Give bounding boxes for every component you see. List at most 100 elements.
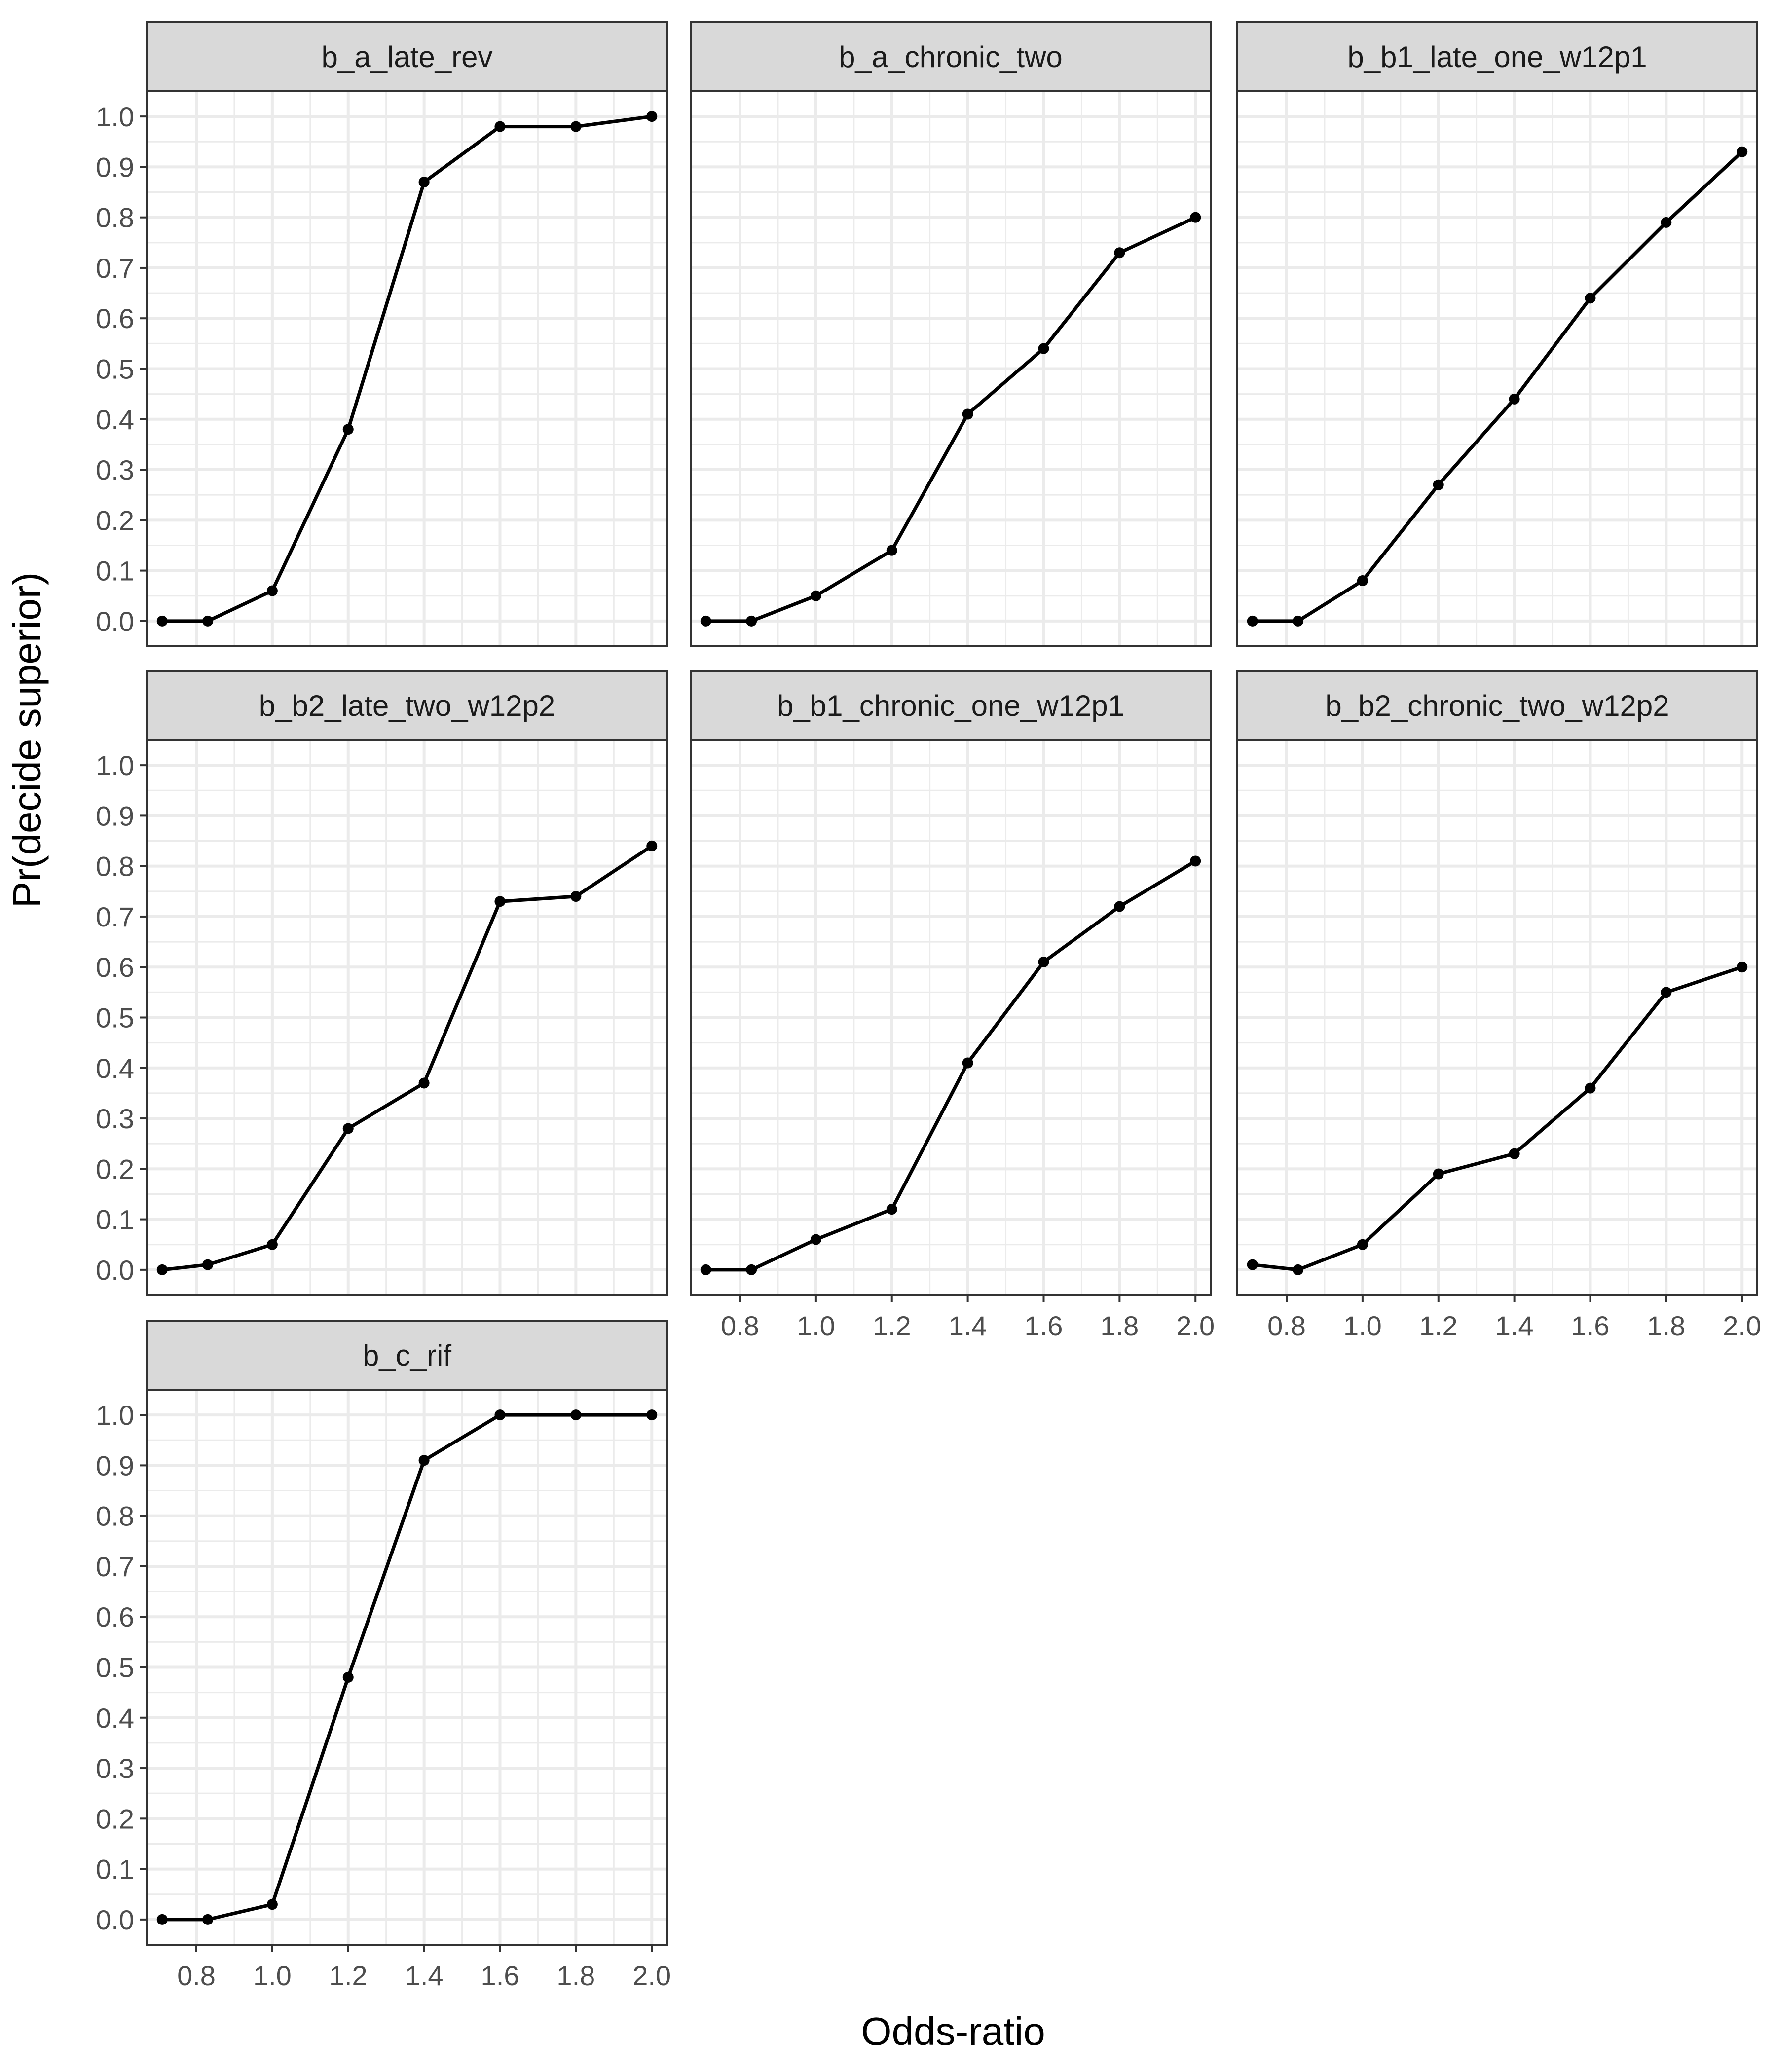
x-tick-label: 1.6 xyxy=(481,1960,519,1991)
data-point xyxy=(342,424,354,435)
facet-panel-b-b2-chronic-two-w12p2: b_b2_chronic_two_w12p2 0.8 1.0 1.2 1.4 1.6 1.8… xyxy=(1236,670,1761,1341)
data-point xyxy=(1114,247,1125,259)
data-point xyxy=(1737,146,1748,157)
facet-panel-b-a-chronic-two: b_a_chronic_two xyxy=(690,21,1212,647)
data-point xyxy=(962,1057,973,1069)
y-tick-label: 0.6 xyxy=(96,1601,134,1632)
data-point xyxy=(1433,479,1444,490)
y-tick-label: 0.4 xyxy=(96,1053,134,1084)
y-tick-label: 0.3 xyxy=(96,1103,134,1134)
data-point xyxy=(1509,1148,1520,1159)
y-tick-label: 0.0 xyxy=(96,606,134,637)
facet-strip xyxy=(690,21,1212,92)
facet-title: b_a_late_rev xyxy=(322,40,493,74)
data-point xyxy=(1737,962,1748,973)
x-tick-label: 1.6 xyxy=(1025,1310,1063,1341)
data-point xyxy=(494,1409,506,1421)
facet-panel-b-b1-chronic-one-w12p1: b_b1_chronic_one_w12p1 0.8 1.0 1.2 1.4 1.6 1.8… xyxy=(690,670,1215,1341)
y-tick-label: 0.2 xyxy=(96,1803,134,1834)
series-line xyxy=(160,114,654,623)
x-tick-label: 1.0 xyxy=(253,1960,292,1991)
facet-strip xyxy=(1236,670,1758,741)
y-tick-label: 0.9 xyxy=(96,800,134,831)
facet-strip xyxy=(146,1320,668,1391)
data-point xyxy=(1585,293,1596,304)
x-tick-label: 1.6 xyxy=(1571,1310,1610,1341)
data-point xyxy=(266,1899,278,1910)
facet-panel-b-b1-late-one-w12p1: b_b1_late_one_w12p1 xyxy=(1236,21,1758,647)
data-point xyxy=(962,408,973,420)
facet-panel-b-b2-late-two-w12p2: b_b2_late_two_w12p2 0.0 0.1 0.2 0.3 0.4 0.5 0.6… xyxy=(96,670,668,1296)
data-point xyxy=(570,891,582,902)
data-point xyxy=(1357,575,1368,587)
data-point xyxy=(1293,615,1304,627)
panel-border xyxy=(690,739,1212,1296)
x-tick-label: 0.8 xyxy=(177,1960,216,1991)
data-point xyxy=(494,896,506,907)
y-tick-label: 0.3 xyxy=(96,1753,134,1784)
y-tick-label: 0.7 xyxy=(96,901,134,932)
y-tick-label: 0.6 xyxy=(96,303,134,334)
y-tick-label: 0.7 xyxy=(96,253,134,284)
data-point xyxy=(202,615,214,627)
y-tick-label: 1.0 xyxy=(96,1400,134,1431)
data-point xyxy=(810,590,821,601)
facet-strip xyxy=(1236,21,1758,92)
x-tick-label: 1.4 xyxy=(1495,1310,1534,1341)
y-tick-label: 0.9 xyxy=(96,1450,134,1481)
data-point xyxy=(156,1914,168,1925)
series-line xyxy=(160,844,654,1272)
y-tick-label: 0.8 xyxy=(96,851,134,882)
data-point xyxy=(342,1123,354,1134)
data-point xyxy=(1190,212,1201,223)
panel-border xyxy=(1236,739,1758,1296)
x-tick-label: 0.8 xyxy=(721,1310,759,1341)
y-tick-label: 0.5 xyxy=(96,1002,134,1034)
data-point xyxy=(746,1264,757,1275)
data-point xyxy=(746,615,757,627)
series-line xyxy=(704,216,1197,623)
data-point xyxy=(342,1671,354,1683)
y-tick-label: 0.9 xyxy=(96,151,134,183)
facet-title: b_b2_chronic_two_w12p2 xyxy=(1325,689,1669,722)
data-point xyxy=(646,1409,658,1421)
x-tick-label: 1.0 xyxy=(1343,1310,1382,1341)
y-tick-label: 0.5 xyxy=(96,1652,134,1683)
panel-border xyxy=(1236,90,1758,647)
panel-border xyxy=(690,90,1212,647)
x-tick-label: 0.8 xyxy=(1267,1310,1306,1341)
data-point xyxy=(700,615,711,627)
x-tick-label: 1.2 xyxy=(329,1960,368,1991)
facet-title: b_b2_late_two_w12p2 xyxy=(259,689,555,722)
x-tick-label: 1.8 xyxy=(556,1960,595,1991)
data-point xyxy=(1661,987,1672,998)
data-point xyxy=(1293,1264,1304,1275)
x-tick-label: 1.8 xyxy=(1647,1310,1685,1341)
series-line xyxy=(160,1413,654,1922)
facet-strip xyxy=(690,670,1212,741)
data-point xyxy=(418,1077,430,1089)
y-tick-label: 1.0 xyxy=(96,750,134,781)
data-point xyxy=(646,840,658,851)
data-point xyxy=(1509,393,1520,405)
series-line xyxy=(1251,150,1744,623)
y-tick-label: 0.0 xyxy=(96,1904,134,1935)
y-tick-label: 0.8 xyxy=(96,1501,134,1532)
series-line xyxy=(1251,965,1744,1272)
y-tick-label: 0.1 xyxy=(96,555,134,587)
x-tick-label: 1.2 xyxy=(1419,1310,1458,1341)
y-tick-label: 0.1 xyxy=(96,1204,134,1235)
x-tick-label: 1.0 xyxy=(797,1310,835,1341)
data-point xyxy=(156,1264,168,1275)
data-point xyxy=(886,1204,897,1215)
data-point xyxy=(418,177,430,188)
x-tick-label: 1.2 xyxy=(873,1310,911,1341)
y-tick-label: 1.0 xyxy=(96,101,134,132)
y-tick-label: 0.2 xyxy=(96,505,134,536)
x-tick-label: 1.4 xyxy=(949,1310,987,1341)
y-tick-label: 0.4 xyxy=(96,404,134,435)
data-point xyxy=(1661,217,1672,228)
data-point xyxy=(202,1914,214,1925)
data-point xyxy=(1190,855,1201,867)
x-axis-title: Odds-ratio xyxy=(861,2009,1045,2053)
